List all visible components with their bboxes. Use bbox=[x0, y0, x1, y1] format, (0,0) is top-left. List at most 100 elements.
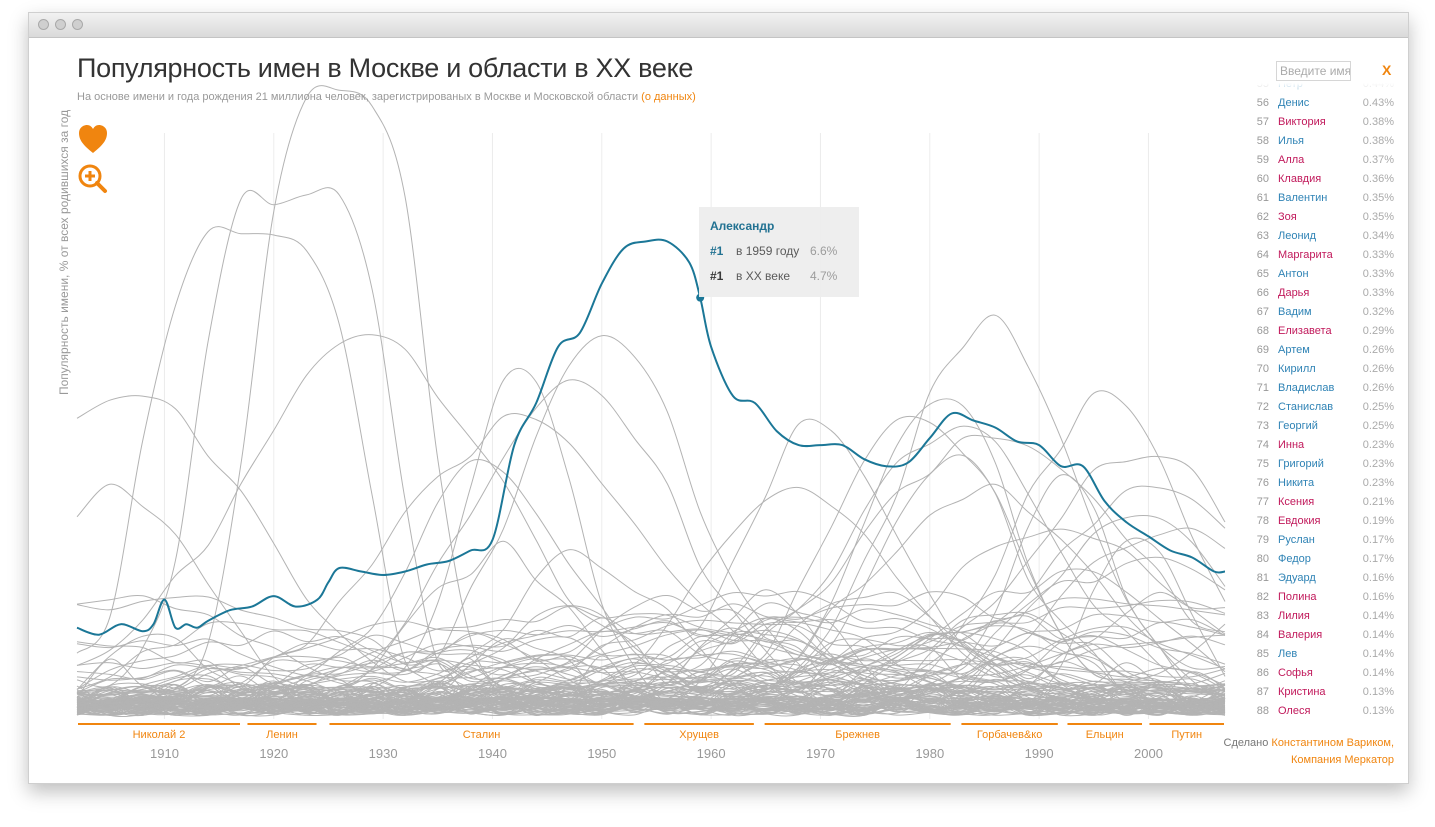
heart-icon[interactable] bbox=[77, 123, 109, 155]
name-label: Лилия bbox=[1278, 610, 1310, 622]
name-percent: 0.23% bbox=[1362, 458, 1394, 470]
name-percent: 0.33% bbox=[1362, 287, 1394, 299]
series-line-aleksandr bbox=[76, 238, 1226, 636]
name-list-item[interactable]: 66 Дарья 0.33% bbox=[1244, 284, 1404, 303]
name-trend-line bbox=[76, 595, 1226, 716]
name-trend-line bbox=[76, 635, 1226, 716]
name-list-item[interactable]: 58 Илья 0.38% bbox=[1244, 132, 1404, 151]
name-list-item[interactable]: 79 Руслан 0.17% bbox=[1244, 531, 1404, 550]
name-rank: 84 bbox=[1256, 629, 1269, 641]
company-link[interactable]: Компания Меркатор bbox=[1291, 754, 1394, 766]
tooltip-label: в XX веке bbox=[736, 269, 791, 283]
name-label: Станислав bbox=[1278, 401, 1334, 413]
name-list-item[interactable]: 71 Владислав 0.26% bbox=[1244, 379, 1404, 398]
name-percent: 0.26% bbox=[1362, 382, 1394, 394]
name-percent: 0.21% bbox=[1362, 496, 1394, 508]
window-close-button[interactable] bbox=[38, 19, 49, 30]
name-label: Никита bbox=[1278, 477, 1315, 489]
era-label: Сталин bbox=[463, 729, 501, 741]
name-list-item[interactable]: 64 Маргарита 0.33% bbox=[1244, 246, 1404, 265]
name-percent: 0.17% bbox=[1362, 553, 1394, 565]
name-list-item[interactable]: 62 Зоя 0.35% bbox=[1244, 208, 1404, 227]
name-rank: 68 bbox=[1256, 325, 1269, 337]
name-percent: 0.38% bbox=[1362, 116, 1394, 128]
name-label: Олеся bbox=[1278, 705, 1311, 717]
name-label: Полина bbox=[1278, 591, 1317, 603]
name-label: Евдокия bbox=[1278, 515, 1321, 527]
name-rank: 79 bbox=[1256, 534, 1269, 546]
name-list-item[interactable]: 84 Валерия 0.14% bbox=[1244, 626, 1404, 645]
name-list-item[interactable]: 57 Виктория 0.38% bbox=[1244, 113, 1404, 132]
name-rank: 77 bbox=[1256, 496, 1269, 508]
name-percent: 0.38% bbox=[1362, 135, 1394, 147]
name-ranking-list[interactable]: 55Петр0.44%56Денис0.43%57Виктория0.38%58… bbox=[1244, 83, 1404, 733]
name-percent: 0.26% bbox=[1362, 344, 1394, 356]
name-list-item[interactable]: 77 Ксения 0.21% bbox=[1244, 493, 1404, 512]
name-label: Эдуард bbox=[1278, 572, 1316, 584]
name-label: Владислав bbox=[1278, 382, 1335, 394]
name-list-item[interactable]: 73 Георгий 0.25% bbox=[1244, 417, 1404, 436]
name-list-item[interactable]: 60 Клавдия 0.36% bbox=[1244, 170, 1404, 189]
name-list-item[interactable]: 88 Олеся 0.13% bbox=[1244, 702, 1404, 721]
tooltip-rank: #1 bbox=[710, 269, 724, 283]
name-rank: 60 bbox=[1256, 173, 1269, 185]
window-minimize-button[interactable] bbox=[55, 19, 66, 30]
name-label: Маргарита bbox=[1278, 249, 1333, 261]
name-label: Руслан bbox=[1278, 534, 1315, 546]
name-list-item[interactable]: 87 Кристина 0.13% bbox=[1244, 683, 1404, 702]
name-label: Инна bbox=[1278, 439, 1305, 451]
name-percent: 0.35% bbox=[1362, 192, 1394, 204]
name-percent: 0.17% bbox=[1362, 534, 1394, 546]
name-list-item[interactable]: 86 Софья 0.14% bbox=[1244, 664, 1404, 683]
name-search-input[interactable] bbox=[1276, 61, 1351, 81]
era-label: Николай 2 bbox=[133, 729, 186, 741]
name-rank: 83 bbox=[1256, 610, 1269, 622]
name-percent: 0.13% bbox=[1362, 705, 1394, 717]
popularity-chart[interactable]: Николай 2 Ленин Сталин Хрущев Брежнев Горбаче… bbox=[29, 13, 1408, 783]
name-list-item[interactable]: 78 Евдокия 0.19% bbox=[1244, 512, 1404, 531]
name-percent: 0.14% bbox=[1362, 648, 1394, 660]
name-percent: 0.29% bbox=[1362, 325, 1394, 337]
name-list-item[interactable]: 85 Лев 0.14% bbox=[1244, 645, 1404, 664]
tooltip-row-year: #1 в 1959 году 6.6% bbox=[710, 244, 837, 258]
name-percent: 0.33% bbox=[1362, 268, 1394, 280]
name-trend-line bbox=[76, 638, 1226, 716]
clear-search-button[interactable]: X bbox=[1382, 62, 1392, 78]
x-tick-label: 1920 bbox=[259, 746, 288, 761]
name-list-item[interactable]: 69 Артем 0.26% bbox=[1244, 341, 1404, 360]
name-percent: 0.37% bbox=[1362, 154, 1394, 166]
window-zoom-button[interactable] bbox=[72, 19, 83, 30]
name-list-item[interactable]: 81 Эдуард 0.16% bbox=[1244, 569, 1404, 588]
name-label: Дарья bbox=[1278, 287, 1310, 299]
name-percent: 0.16% bbox=[1362, 591, 1394, 603]
tooltip-row-century: #1 в XX веке 4.7% bbox=[710, 269, 837, 283]
name-list-item[interactable]: 80 Федор 0.17% bbox=[1244, 550, 1404, 569]
about-data-link[interactable]: (о данных) bbox=[641, 91, 696, 103]
name-trend-line bbox=[76, 664, 1226, 716]
credit-line-author: Сделано Константином Вариком, bbox=[1224, 737, 1395, 749]
name-trend-line bbox=[76, 634, 1226, 716]
zoom-in-icon[interactable] bbox=[77, 163, 109, 195]
name-trend-line bbox=[76, 622, 1226, 713]
name-rank: 85 bbox=[1256, 648, 1269, 660]
name-list-item[interactable]: 75 Григорий 0.23% bbox=[1244, 455, 1404, 474]
name-list-item[interactable]: 68 Елизавета 0.29% bbox=[1244, 322, 1404, 341]
name-list-item[interactable]: 82 Полина 0.16% bbox=[1244, 588, 1404, 607]
name-percent: 0.14% bbox=[1362, 629, 1394, 641]
name-list-item[interactable]: 59 Алла 0.37% bbox=[1244, 151, 1404, 170]
name-rank: 63 bbox=[1256, 230, 1269, 242]
name-percent: 0.25% bbox=[1362, 420, 1394, 432]
name-list-item[interactable]: 70 Кирилл 0.26% bbox=[1244, 360, 1404, 379]
name-list-item[interactable]: 74 Инна 0.23% bbox=[1244, 436, 1404, 455]
name-label: Федор bbox=[1278, 553, 1311, 565]
author-link[interactable]: Константином Вариком, bbox=[1271, 737, 1394, 749]
list-top-fade bbox=[1244, 83, 1404, 101]
name-list-item[interactable]: 83 Лилия 0.14% bbox=[1244, 607, 1404, 626]
name-list-item[interactable]: 67 Вадим 0.32% bbox=[1244, 303, 1404, 322]
name-list-item[interactable]: 72 Станислав 0.25% bbox=[1244, 398, 1404, 417]
name-list-item[interactable]: 61 Валентин 0.35% bbox=[1244, 189, 1404, 208]
name-percent: 0.35% bbox=[1362, 211, 1394, 223]
name-list-item[interactable]: 63 Леонид 0.34% bbox=[1244, 227, 1404, 246]
name-list-item[interactable]: 76 Никита 0.23% bbox=[1244, 474, 1404, 493]
name-list-item[interactable]: 65 Антон 0.33% bbox=[1244, 265, 1404, 284]
